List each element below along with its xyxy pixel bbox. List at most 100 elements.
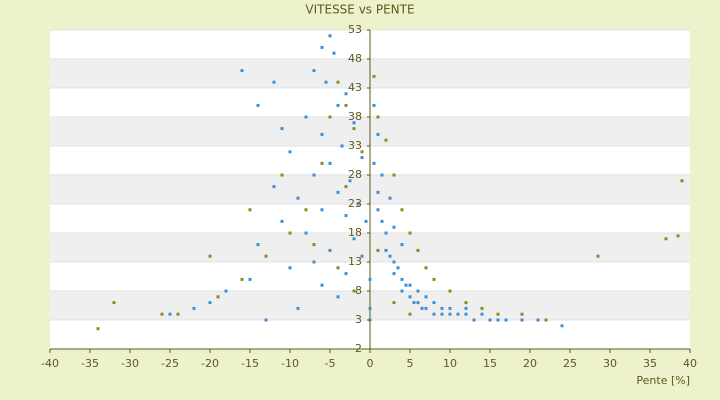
point — [388, 196, 392, 200]
point — [364, 219, 368, 223]
x-tick-label: 15 — [483, 357, 497, 370]
point — [520, 318, 524, 322]
point — [384, 231, 388, 235]
point — [376, 208, 380, 212]
point — [336, 80, 340, 84]
x-tick-label: 40 — [683, 357, 697, 370]
point — [536, 318, 540, 322]
point — [472, 318, 476, 322]
point — [320, 45, 324, 49]
point — [312, 69, 316, 73]
point — [480, 306, 484, 310]
point — [192, 306, 196, 310]
point — [348, 179, 352, 183]
point — [352, 289, 356, 293]
point — [216, 295, 220, 299]
point — [224, 289, 228, 293]
point — [312, 243, 316, 247]
point — [336, 103, 340, 107]
point — [344, 272, 348, 276]
point — [336, 266, 340, 270]
point — [320, 132, 324, 136]
point — [208, 301, 212, 305]
x-tick-label: 20 — [523, 357, 537, 370]
y-tick-label: 8 — [355, 284, 362, 297]
point — [264, 254, 268, 258]
point — [360, 156, 364, 160]
point — [96, 327, 100, 331]
point — [304, 208, 308, 212]
point — [368, 277, 372, 281]
point — [176, 312, 180, 316]
y-tick-label: 48 — [348, 52, 362, 65]
point — [312, 260, 316, 264]
point — [400, 208, 404, 212]
point — [160, 312, 164, 316]
point — [288, 231, 292, 235]
point — [380, 219, 384, 223]
point — [408, 312, 412, 316]
chart-title: VITESSE vs PENTE — [305, 3, 414, 17]
point — [240, 69, 244, 73]
point — [344, 185, 348, 189]
point — [416, 289, 420, 293]
point — [680, 179, 684, 183]
point — [344, 92, 348, 96]
point — [416, 248, 420, 252]
point — [328, 248, 332, 252]
point — [412, 301, 416, 305]
point — [560, 324, 564, 328]
point — [360, 150, 364, 154]
y-tick-label: 18 — [348, 226, 362, 239]
point — [320, 161, 324, 165]
point — [344, 214, 348, 218]
point — [304, 115, 308, 119]
x-tick-label: 5 — [407, 357, 414, 370]
x-tick-label: 35 — [643, 357, 657, 370]
point — [376, 248, 380, 252]
point — [408, 295, 412, 299]
point — [432, 277, 436, 281]
x-tick-label: -40 — [41, 357, 59, 370]
point — [380, 173, 384, 177]
point — [440, 312, 444, 316]
point — [256, 243, 260, 247]
point — [356, 202, 360, 206]
point — [112, 301, 116, 305]
point — [544, 318, 548, 322]
x-tick-label: 30 — [603, 357, 617, 370]
point — [272, 80, 276, 84]
point — [168, 312, 172, 316]
point — [676, 234, 680, 238]
point — [304, 231, 308, 235]
point — [416, 301, 420, 305]
point — [440, 306, 444, 310]
point — [392, 225, 396, 229]
point — [248, 277, 252, 281]
point — [464, 301, 468, 305]
point — [368, 306, 372, 310]
point — [420, 306, 424, 310]
point — [272, 185, 276, 189]
point — [496, 312, 500, 316]
point — [400, 289, 404, 293]
x-tick-label: 0 — [367, 357, 374, 370]
x-tick-label: -10 — [281, 357, 299, 370]
point — [296, 196, 300, 200]
point — [332, 51, 336, 55]
point — [296, 306, 300, 310]
point — [664, 237, 668, 241]
point — [372, 74, 376, 78]
point — [392, 301, 396, 305]
x-tick-label: -30 — [121, 357, 139, 370]
x-tick-label: 10 — [443, 357, 457, 370]
point — [408, 231, 412, 235]
point — [372, 161, 376, 165]
y-tick-label: 43 — [348, 81, 362, 94]
point — [392, 173, 396, 177]
point — [340, 144, 344, 148]
point — [352, 121, 356, 125]
point — [352, 237, 356, 241]
y-tick-label: 33 — [348, 139, 362, 152]
